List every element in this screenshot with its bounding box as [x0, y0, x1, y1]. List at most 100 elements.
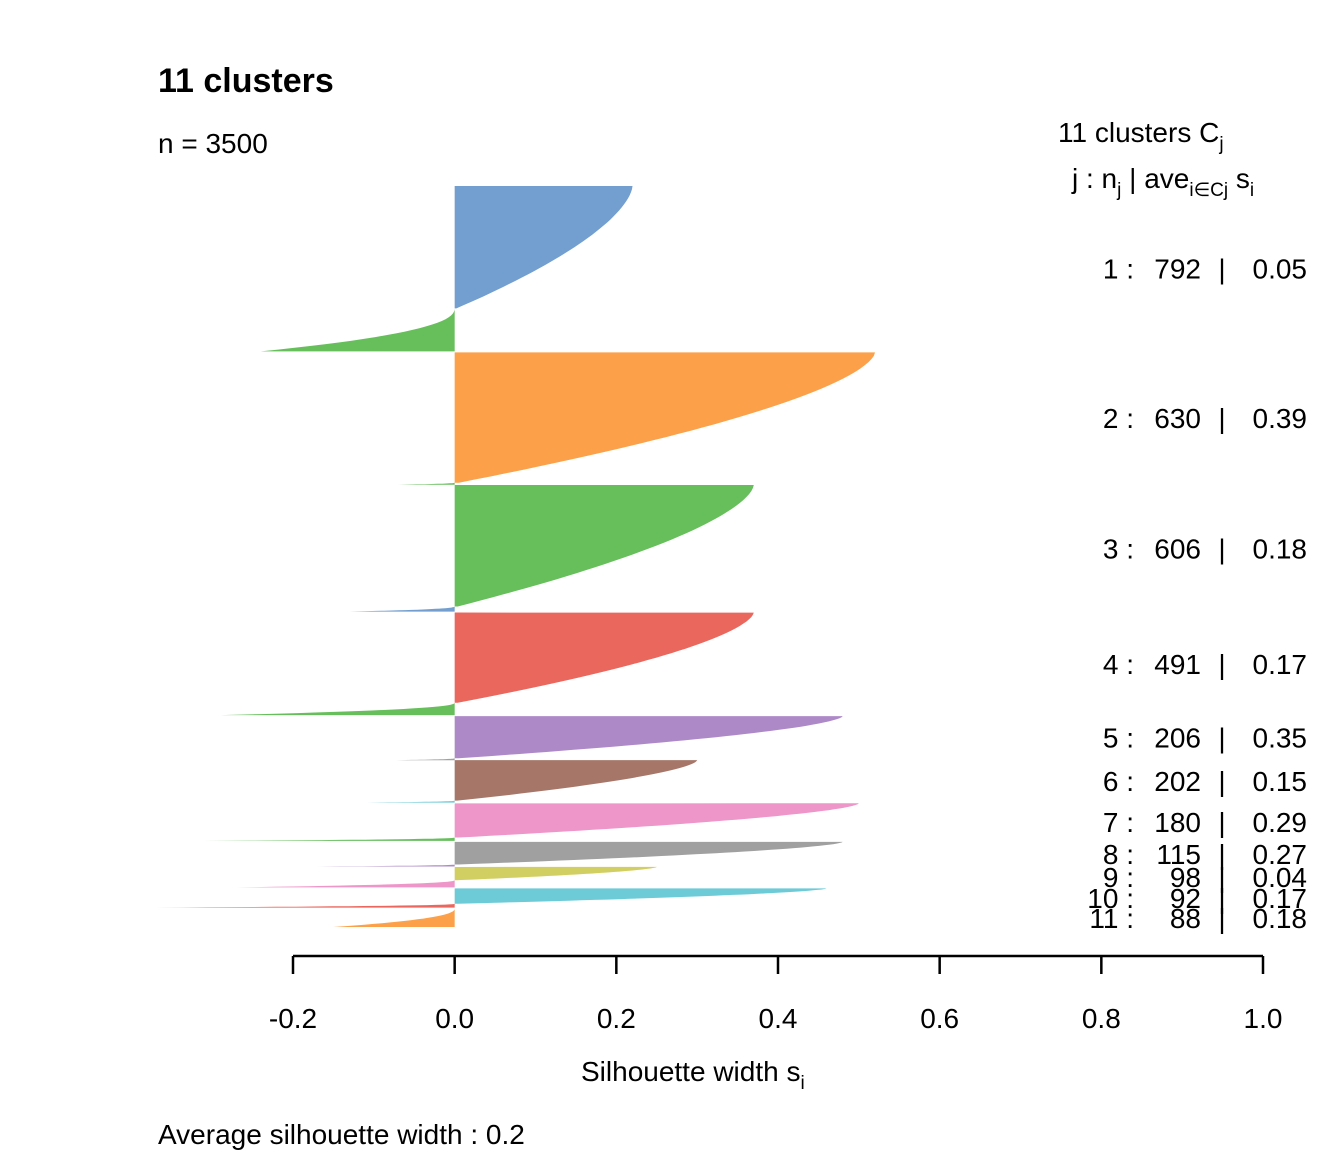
cluster-label-part: 630 [1154, 403, 1201, 434]
silhouette-negative-cluster-9 [236, 880, 455, 888]
cluster-label-6: 6 : 202 | 0.15 [1103, 766, 1307, 797]
silhouette-negative-cluster-3 [349, 606, 455, 612]
silhouette-negative-cluster-1 [260, 308, 455, 352]
cluster-label-part: 10 : [1087, 883, 1134, 914]
cluster-label-part: 606 [1154, 533, 1201, 564]
silhouette-negative-cluster-7 [204, 837, 455, 841]
legend-header-line1: 11 clusters Cj [1058, 117, 1224, 155]
cluster-label-3: 3 : 606 | 0.18 [1103, 533, 1307, 564]
x-tick-label: 1.0 [1244, 1003, 1283, 1034]
silhouette-negative-cluster-11 [333, 908, 455, 927]
cluster-label-11: 11 : 88 | 0.18 [1089, 903, 1307, 934]
legend-header-2-b: | ave [1121, 163, 1189, 194]
legend-header-2-a: j : n [1071, 163, 1117, 194]
cluster-label-part: 1 : [1103, 254, 1134, 285]
cluster-label-part: 0.17 [1253, 883, 1308, 914]
legend-header-1-sub: j [1218, 134, 1223, 155]
x-axis-label-main: Silhouette width s [581, 1056, 800, 1087]
cluster-label-part: 8 : [1103, 839, 1134, 870]
x-axis-label-sub: i [800, 1073, 804, 1094]
cluster-label-4: 4 : 491 | 0.17 [1103, 649, 1307, 680]
cluster-label-8: 8 : 115 | 0.27 [1103, 839, 1307, 870]
silhouette-bar-cluster-5 [454, 716, 843, 759]
silhouette-bar-cluster-8 [454, 841, 843, 865]
silhouette-negative-cluster-10 [155, 903, 455, 908]
cluster-label-part: 7 : [1103, 807, 1134, 838]
silhouette-bar-cluster-2 [454, 352, 875, 483]
legend-header-2-c-sub: i [1250, 180, 1254, 201]
silhouette-bar-cluster-9 [454, 866, 657, 881]
x-tick-label: -0.2 [269, 1003, 317, 1034]
cluster-label-part: | [1218, 254, 1225, 285]
x-tick-label: 0.2 [597, 1003, 636, 1034]
x-tick-label: 0.8 [1082, 1003, 1121, 1034]
cluster-label-part: 4 : [1103, 649, 1134, 680]
cluster-label-part: | [1218, 403, 1225, 434]
cluster-label-part: 92 [1170, 883, 1201, 914]
legend-header-2-a-sub: j [1116, 180, 1121, 201]
chart-title: 11 clusters [158, 62, 334, 100]
cluster-label-part: 0.17 [1253, 649, 1308, 680]
x-axis: -0.2 0.0 0.2 0.4 0.6 0.8 1.0 [269, 954, 1283, 1034]
silhouette-negative-cluster-2 [398, 482, 455, 485]
cluster-label-part: | [1218, 649, 1225, 680]
cluster-label-part: 5 : [1103, 723, 1134, 754]
cluster-label-part: | [1218, 883, 1225, 914]
silhouette-bar-cluster-7 [454, 803, 859, 838]
cluster-label-7: 7 : 180 | 0.29 [1103, 807, 1307, 838]
silhouette-negative-cluster-5 [390, 758, 455, 761]
silhouette-negative-cluster-6 [357, 800, 455, 803]
cluster-label-part: 6 : [1103, 766, 1134, 797]
cluster-label-part: 202 [1154, 766, 1201, 797]
cluster-label-part: | [1218, 533, 1225, 564]
sample-size-label: n = 3500 [158, 128, 268, 159]
silhouette-bar-cluster-1 [454, 186, 633, 309]
silhouette-bar-cluster-4 [454, 612, 754, 703]
cluster-label-part: 0.15 [1253, 766, 1308, 797]
cluster-label-5: 5 : 206 | 0.35 [1103, 723, 1307, 754]
cluster-label-1: 1 : 792 | 0.05 [1103, 254, 1307, 285]
cluster-label-part: 0.18 [1253, 533, 1308, 564]
cluster-label-2: 2 : 630 | 0.39 [1103, 403, 1307, 434]
cluster-label-part: | [1218, 903, 1225, 934]
cluster-label-part: 792 [1154, 254, 1201, 285]
cluster-label-part: 0.39 [1253, 403, 1308, 434]
cluster-label-10: 10 : 92 | 0.17 [1087, 883, 1307, 914]
silhouette-bar-cluster-6 [454, 760, 698, 801]
cluster-label-part: 0.27 [1253, 839, 1308, 870]
x-tick-label: 0.0 [435, 1003, 474, 1034]
cluster-label-part: 0.04 [1253, 862, 1308, 893]
cluster-label-part: | [1218, 839, 1225, 870]
cluster-label-part: 3 : [1103, 533, 1134, 564]
cluster-label-9: 9 : 98 | 0.04 [1103, 862, 1307, 893]
silhouette-bar-cluster-3 [454, 484, 754, 607]
x-axis-label: Silhouette width si [581, 1056, 805, 1094]
legend-header-2-c: s [1228, 163, 1250, 194]
cluster-label-part: 0.35 [1253, 723, 1308, 754]
cluster-label-part: 11 : [1089, 903, 1134, 934]
legend-header-2-b-sub: i∈Cj [1189, 180, 1228, 201]
cluster-label-part: 206 [1154, 723, 1201, 754]
cluster-label-part: 0.05 [1253, 254, 1308, 285]
cluster-label-part: 0.29 [1253, 807, 1308, 838]
cluster-label-part: | [1218, 807, 1225, 838]
silhouette-bar-cluster-10 [454, 888, 827, 904]
x-tick-label: 0.4 [759, 1003, 798, 1034]
cluster-labels: 1 : 792 | 0.05 2 : 630 | 0.39 3 : 606 | 0.18 4 : 491 |… [1087, 254, 1307, 934]
cluster-label-part: 115 [1156, 839, 1201, 870]
cluster-label-part: 2 : [1103, 403, 1134, 434]
cluster-label-part: | [1218, 862, 1225, 893]
x-tick-label: 0.6 [920, 1003, 959, 1034]
silhouette-negative-cluster-8 [317, 864, 455, 867]
cluster-label-part: 98 [1170, 862, 1201, 893]
cluster-label-part: 9 : [1103, 862, 1134, 893]
silhouette-bars [155, 186, 875, 927]
cluster-label-part: 491 [1154, 649, 1201, 680]
cluster-label-part: 0.18 [1253, 903, 1308, 934]
cluster-label-part: | [1218, 766, 1225, 797]
average-silhouette-footer: Average silhouette width : 0.2 [158, 1119, 525, 1150]
silhouette-negative-cluster-4 [220, 702, 455, 716]
cluster-label-part: 88 [1170, 903, 1201, 934]
legend-header-line2: j : nj | avei∈Cj si [1071, 163, 1254, 201]
